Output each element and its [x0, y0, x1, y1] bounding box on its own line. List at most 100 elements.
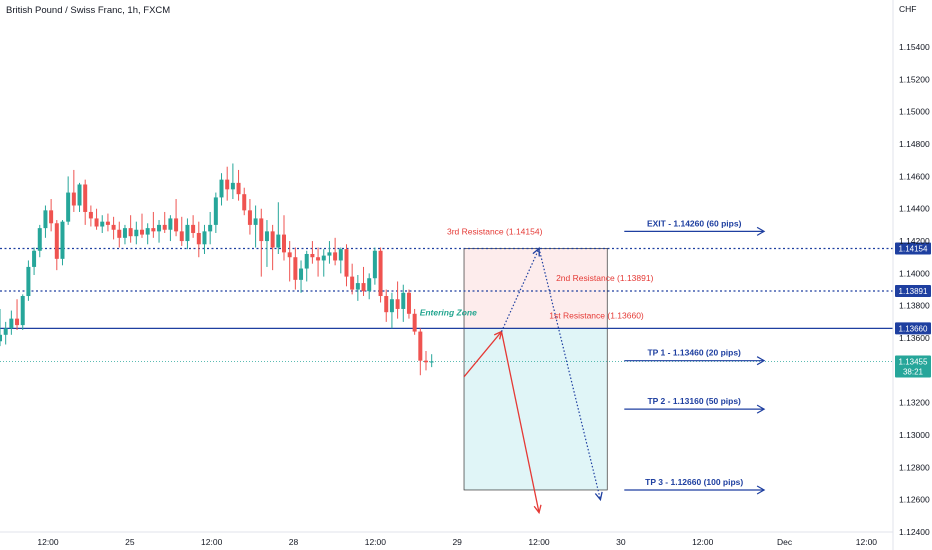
x-tick-label: 12:00: [201, 537, 223, 547]
candle-body: [32, 250, 37, 267]
y-tick-label: 1.15400: [899, 42, 930, 52]
y-tick-label: 1.12600: [899, 495, 930, 505]
candle-body: [389, 299, 394, 313]
candle-body: [338, 249, 343, 261]
candle-body: [310, 253, 315, 258]
candle-body: [293, 257, 298, 280]
candle-body: [316, 257, 321, 261]
x-tick-label: 12:00: [37, 537, 59, 547]
candle-body: [168, 218, 173, 230]
candle-body: [15, 318, 20, 326]
time-axis[interactable]: 12:00 25 12:00 28 12:00 29 12:00 30 12:00 Dec 12:0…: [0, 531, 893, 547]
candle-body: [276, 234, 281, 248]
candle-body: [174, 218, 179, 232]
y-tick-label: 1.13800: [899, 301, 930, 311]
y-tick-label: 1.15000: [899, 107, 930, 117]
target-label: TP 1 - 1.13460 (20 pips): [647, 348, 741, 358]
candle-body: [230, 182, 235, 190]
candle-body: [3, 328, 8, 335]
candle-body: [77, 184, 82, 206]
candle-body: [191, 224, 196, 233]
countdown-text: 38:21: [903, 367, 924, 376]
level-price-tag-text: 1.13891: [899, 287, 928, 296]
candle-body: [372, 250, 377, 279]
candle-body: [185, 224, 190, 242]
y-tick-label: 1.13000: [899, 430, 930, 440]
x-tick-label: 12:00: [856, 537, 878, 547]
candle-body: [202, 231, 207, 245]
candle-body: [43, 210, 48, 229]
candle-body: [111, 224, 116, 230]
candle-body: [333, 252, 338, 261]
x-tick-label: 28: [289, 537, 299, 547]
y-tick-label: 1.12400: [899, 527, 930, 537]
y-tick-label: 1.14400: [899, 204, 930, 214]
candle-body: [140, 229, 144, 235]
x-tick-label: Dec: [777, 537, 793, 547]
y-tick-label: 1.12800: [899, 462, 930, 472]
level-price-tag: [895, 285, 931, 298]
level-label: 3rd Resistance (1.14154): [447, 226, 543, 236]
target-arrowhead: [756, 356, 766, 366]
candle-body: [213, 197, 218, 225]
candle-body: [9, 318, 14, 329]
price-axis[interactable]: 1.15400 1.15200 1.15000 1.14800 1.14600 1.144…: [892, 0, 930, 550]
candle-body: [344, 249, 349, 277]
candle-body: [162, 224, 167, 230]
candle-body: [88, 211, 93, 219]
candle-body: [145, 228, 150, 235]
candle-body: [287, 252, 292, 258]
entering-zone-label: Entering Zone: [420, 307, 477, 317]
candle-body: [253, 218, 258, 225]
current-price-tag: [895, 355, 931, 378]
candle-body: [26, 266, 31, 297]
candle-body: [429, 361, 434, 363]
candle-body: [105, 221, 110, 225]
candle-body: [71, 192, 76, 206]
candle-body: [208, 224, 213, 232]
candle-body: [406, 292, 411, 314]
candle-body: [424, 360, 428, 363]
candle-body: [247, 210, 252, 225]
candle-body: [282, 234, 286, 253]
stop-loss-zone: [463, 248, 608, 329]
candle-body: [367, 278, 372, 292]
candle-body: [100, 221, 105, 227]
level-label: 2nd Resistance (1.13891): [556, 273, 654, 283]
candle-body: [259, 218, 264, 242]
candle-body: [242, 194, 247, 211]
x-tick-label: 30: [616, 537, 626, 547]
target-label: EXIT - 1.14260 (60 pips): [647, 218, 742, 228]
candle-body: [0, 334, 2, 342]
alt-projection-arrowhead: [594, 491, 603, 502]
level-price-tag-text: 1.14154: [899, 244, 928, 253]
candle-body: [270, 231, 275, 248]
candle-body: [321, 255, 326, 261]
level-price-tag-text: 1.13660: [899, 324, 928, 333]
candle-body: [128, 228, 133, 237]
x-tick-label: 12:00: [692, 537, 714, 547]
level-label: 1st Resistance (1.13660): [549, 310, 644, 320]
alt-projection-arrowhead: [532, 247, 540, 257]
level-price-tag: [895, 242, 931, 255]
candle-body: [236, 182, 241, 195]
candle-body: [151, 228, 156, 232]
candle-body: [350, 276, 355, 290]
candle-body: [134, 229, 139, 237]
candle-body: [219, 179, 224, 198]
target-label: TP 3 - 1.12660 (100 pips): [645, 477, 743, 487]
y-tick-label: 1.14000: [899, 268, 930, 278]
candle-body: [83, 184, 88, 212]
candle-body: [179, 231, 184, 242]
candle-body: [20, 296, 25, 326]
candle-body: [54, 223, 59, 259]
y-tick-label: 1.13600: [899, 333, 930, 343]
candle-body: [225, 179, 230, 190]
y-tick-label: 1.14800: [899, 139, 930, 149]
candle-body: [94, 218, 99, 227]
x-tick-label: 25: [125, 537, 135, 547]
x-tick-label: 29: [452, 537, 462, 547]
candle-body: [299, 268, 304, 280]
